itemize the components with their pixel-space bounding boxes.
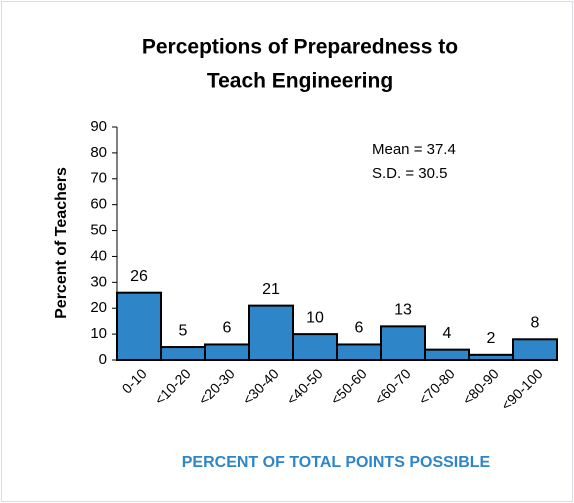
y-tick-label: 50 [90,222,107,239]
y-tick-label: 60 [90,196,107,213]
chart-title: Perceptions of Preparedness to [142,36,458,59]
bar [424,348,470,361]
value-label: 2 [487,330,496,347]
chart-title: Teach Engineering [207,70,393,93]
y-tick-label: 70 [90,170,107,187]
bar [336,343,382,362]
value-label: 10 [306,309,324,326]
y-axis-label: Percent of Teachers [53,167,70,319]
x-axis-label: PERCENT OF TOTAL POINTS POSSIBLE [182,454,491,471]
annotation: Mean = 37.4 [372,141,456,158]
value-label: 26 [130,268,148,285]
bar [116,291,162,362]
value-label: 6 [355,320,364,337]
value-label: 21 [262,281,280,298]
value-label: 4 [443,325,452,342]
bar [468,353,514,362]
y-tick-label: 90 [90,118,107,135]
value-label: 6 [223,320,232,337]
bar [380,325,426,362]
annotation: S.D. = 30.5 [372,165,447,182]
value-label: 8 [531,315,540,332]
bar [292,333,338,362]
y-tick-label: 40 [90,247,107,264]
y-tick-label: 10 [90,325,107,342]
bar [204,343,250,362]
y-tick-label: 80 [90,144,107,161]
y-tick-label: 0 [99,351,107,368]
bar [512,338,558,361]
bar [248,304,294,361]
value-label: 5 [179,322,188,339]
value-label: 13 [394,302,412,319]
y-tick-label: 20 [90,299,107,316]
bar [160,346,206,361]
y-tick-label: 30 [90,273,107,290]
